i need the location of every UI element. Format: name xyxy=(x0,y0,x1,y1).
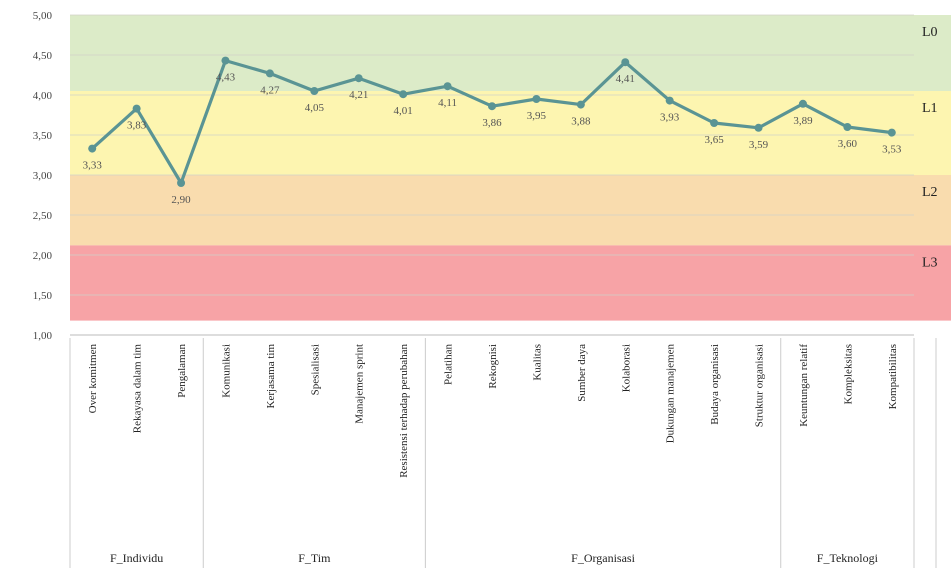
band-label-l0: L0 xyxy=(922,25,938,40)
category-label: Kerjasama tim xyxy=(265,344,277,409)
data-point xyxy=(399,90,408,99)
category-label: Komunikasi xyxy=(220,344,232,398)
data-point xyxy=(443,82,452,91)
data-point xyxy=(354,74,363,83)
y-axis-ticks: 1,00 1,50 2,00 2,50 3,00 3,50 4,00 4,50 5,00 xyxy=(33,10,53,342)
data-point xyxy=(221,56,230,65)
category-label: Resistensi terhadap perubahan xyxy=(398,344,410,478)
data-label: 3,60 xyxy=(838,138,858,150)
y-tick-label: 2,00 xyxy=(33,250,53,262)
band-label-l1: L1 xyxy=(922,101,938,116)
data-point xyxy=(576,100,585,109)
data-point xyxy=(843,123,852,131)
band-l3 xyxy=(70,245,951,321)
data-label: 4,27 xyxy=(260,84,280,96)
data-label: 4,21 xyxy=(349,89,368,101)
category-label: Rekognisi xyxy=(487,344,499,389)
data-point xyxy=(754,123,763,132)
category-label: Struktur organisasi xyxy=(754,344,766,427)
data-point xyxy=(265,69,274,78)
data-label: 3,59 xyxy=(749,139,769,151)
group-label: F_Teknologi xyxy=(817,551,879,565)
data-point xyxy=(532,95,541,103)
y-tick-label: 4,00 xyxy=(33,90,53,102)
group-label: F_Tim xyxy=(298,551,331,565)
category-label: Dukungan manajemen xyxy=(665,344,677,444)
band-label-l3: L3 xyxy=(922,255,938,270)
data-point xyxy=(621,58,630,67)
data-label: 3,89 xyxy=(793,115,813,127)
category-label: Over komitmen xyxy=(87,344,99,414)
data-point xyxy=(665,96,674,105)
data-label: 3,83 xyxy=(127,120,147,132)
group-label: F_Organisasi xyxy=(571,551,635,565)
data-label: 3,95 xyxy=(527,110,547,122)
data-point xyxy=(488,102,496,111)
data-label: 3,88 xyxy=(571,116,591,128)
data-label: 4,11 xyxy=(438,97,457,109)
category-label: Keuntungan relatif xyxy=(798,344,810,427)
data-point xyxy=(88,144,97,153)
data-point xyxy=(887,128,896,137)
data-label: 4,05 xyxy=(305,102,325,114)
band-l2 xyxy=(70,175,951,246)
data-point xyxy=(310,87,319,95)
group-label: F_Individu xyxy=(110,551,163,565)
y-tick-label: 3,00 xyxy=(33,170,53,182)
y-tick-label: 2,50 xyxy=(33,210,53,222)
data-label: 3,33 xyxy=(83,160,103,172)
category-label: Kualitas xyxy=(531,344,543,381)
data-point xyxy=(710,119,719,127)
data-point xyxy=(177,179,186,187)
y-tick-label: 4,50 xyxy=(33,50,53,62)
category-label: Sumber daya xyxy=(576,344,588,402)
data-label: 3,65 xyxy=(704,134,724,146)
y-tick-label: 5,00 xyxy=(33,10,53,22)
data-label: 3,93 xyxy=(660,112,680,124)
data-label: 4,01 xyxy=(394,105,413,117)
background-bands: L0 L1 L2 L3 xyxy=(70,15,951,321)
category-label: Kompleksitas xyxy=(842,344,854,405)
category-label: Rekayasa dalam tim xyxy=(132,344,144,434)
y-tick-label: 1,00 xyxy=(33,330,53,342)
y-tick-label: 3,50 xyxy=(33,130,53,142)
data-label: 3,86 xyxy=(482,117,502,129)
x-axis-categories: Over komitmen Rekayasa dalam tim Pengalama… xyxy=(69,338,937,568)
band-l0 xyxy=(70,15,951,91)
category-label: Manajemen sprint xyxy=(354,344,366,424)
category-label: Spesialisasi xyxy=(309,344,321,395)
y-tick-label: 1,50 xyxy=(33,290,53,302)
category-label: Pelatihan xyxy=(443,344,455,385)
series-line: 3,33 3,83 2,90 4,43 4,27 4,05 4,21 4,01 4,11 3,86… xyxy=(83,56,902,206)
data-label: 4,43 xyxy=(216,72,236,84)
gridlines xyxy=(70,14,914,336)
data-point xyxy=(798,99,807,108)
band-label-l2: L2 xyxy=(922,185,938,200)
category-label: Kompatibilitas xyxy=(887,344,899,409)
data-label: 2,90 xyxy=(171,194,191,206)
category-label: Budaya organisasi xyxy=(709,344,721,425)
data-label: 4,41 xyxy=(616,73,635,85)
category-label: Kolaborasi xyxy=(620,344,632,392)
data-label: 3,53 xyxy=(882,144,902,156)
category-label: Pengalaman xyxy=(176,344,188,398)
data-point xyxy=(132,104,141,113)
